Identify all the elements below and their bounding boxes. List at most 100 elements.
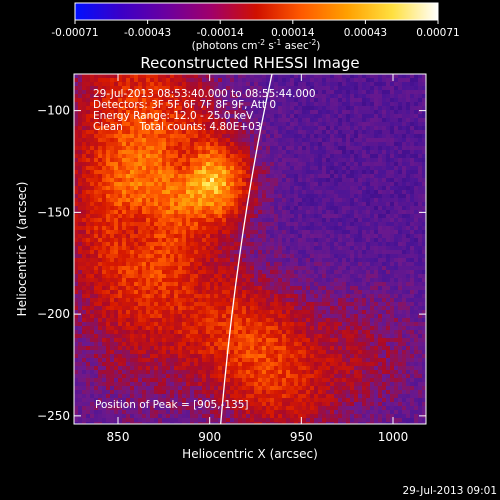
heatmap-cell [158, 246, 163, 251]
heatmap-cell [406, 206, 411, 211]
heatmap-cell [314, 186, 319, 191]
heatmap-cell [414, 78, 419, 83]
heatmap-cell [370, 174, 375, 179]
heatmap-cell [394, 270, 399, 275]
heatmap-cell [294, 122, 299, 127]
heatmap-cell [78, 258, 83, 263]
heatmap-cell [334, 146, 339, 151]
heatmap-cell [182, 290, 187, 295]
heatmap-cell [90, 186, 95, 191]
heatmap-cell [106, 118, 111, 123]
heatmap-cell [226, 102, 231, 107]
heatmap-cell [386, 122, 391, 127]
heatmap-cell [270, 162, 275, 167]
heatmap-cell [90, 114, 95, 119]
heatmap-cell [218, 294, 223, 299]
heatmap-cell [198, 282, 203, 287]
heatmap-cell [330, 230, 335, 235]
heatmap-cell [286, 194, 291, 199]
heatmap-cell [322, 174, 327, 179]
heatmap-cell [218, 254, 223, 259]
heatmap-cell [202, 250, 207, 255]
heatmap-cell [342, 82, 347, 87]
heatmap-cell [206, 122, 211, 127]
heatmap-cell [114, 254, 119, 259]
heatmap-cell [162, 166, 167, 171]
heatmap-cell [270, 206, 275, 211]
heatmap-cell [198, 122, 203, 127]
heatmap-cell [422, 230, 426, 235]
heatmap-cell [182, 234, 187, 239]
heatmap-cell [142, 166, 147, 171]
heatmap-cell [250, 90, 255, 95]
heatmap-cell [210, 114, 215, 119]
heatmap-cell [290, 270, 295, 275]
heatmap-cell [366, 114, 371, 119]
heatmap-cell [302, 142, 307, 147]
heatmap-cell [342, 250, 347, 255]
heatmap-cell [402, 90, 407, 95]
heatmap-cell [262, 114, 267, 119]
heatmap-cell [102, 146, 107, 151]
heatmap-cell [214, 210, 219, 215]
heatmap-cell [210, 210, 215, 215]
heatmap-cell [418, 258, 423, 263]
heatmap-cell [138, 74, 143, 79]
heatmap-cell [262, 182, 267, 187]
heatmap-cell [106, 226, 111, 231]
heatmap-cell [242, 226, 247, 231]
heatmap-cell [246, 102, 251, 107]
heatmap-cell [198, 138, 203, 143]
heatmap-cell [418, 202, 423, 207]
heatmap-cell [130, 250, 135, 255]
heatmap-cell [290, 130, 295, 135]
heatmap-cell [190, 174, 195, 179]
heatmap-cell [338, 202, 343, 207]
heatmap-cell [226, 94, 231, 99]
heatmap-cell [114, 190, 119, 195]
heatmap-cell [238, 122, 243, 127]
heatmap-cell [142, 146, 147, 151]
heatmap-cell [202, 106, 207, 111]
heatmap-cell [318, 78, 323, 83]
heatmap-cell [410, 226, 415, 231]
heatmap-cell [382, 270, 387, 275]
heatmap-cell [146, 102, 151, 107]
heatmap-cell [130, 222, 135, 227]
heatmap-cell [190, 230, 195, 235]
heatmap-cell [78, 114, 83, 119]
heatmap-cell [254, 214, 259, 219]
heatmap-cell [98, 170, 103, 175]
heatmap-cell [234, 142, 239, 147]
heatmap-cell [386, 286, 391, 291]
heatmap-cell [190, 250, 195, 255]
heatmap-cell [386, 154, 391, 159]
heatmap-cell [266, 286, 271, 291]
heatmap-cell [178, 258, 183, 263]
heatmap-cell [86, 130, 91, 135]
heatmap-cell [322, 98, 327, 103]
heatmap-cell [82, 202, 87, 207]
heatmap-cell [150, 82, 155, 87]
heatmap-cell [406, 134, 411, 139]
heatmap-cell [366, 142, 371, 147]
heatmap-cell [90, 230, 95, 235]
heatmap-cell [82, 290, 87, 295]
heatmap-cell [374, 266, 379, 271]
heatmap-cell [322, 166, 327, 171]
heatmap-cell [126, 294, 131, 299]
heatmap-cell [282, 78, 287, 83]
heatmap-cell [98, 210, 103, 215]
heatmap-cell [166, 86, 171, 91]
heatmap-cell [238, 230, 243, 235]
heatmap-cell [158, 182, 163, 187]
heatmap-cell [110, 230, 115, 235]
heatmap-cell [390, 206, 395, 211]
heatmap-cell [258, 114, 263, 119]
heatmap-cell [238, 294, 243, 299]
heatmap-cell [138, 162, 143, 167]
heatmap-cell [142, 82, 147, 87]
heatmap-cell [194, 278, 199, 283]
heatmap-cell [210, 130, 215, 135]
heatmap-cell [138, 250, 143, 255]
